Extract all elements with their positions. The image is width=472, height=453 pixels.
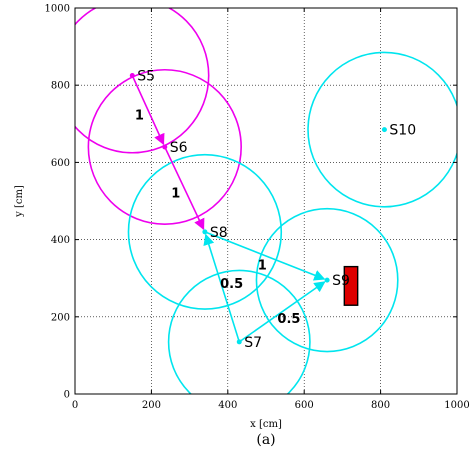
range-circle-s6 — [87, 68, 242, 225]
y-tick-label: 800 — [51, 81, 70, 92]
y-tick-label: 600 — [51, 158, 70, 169]
node-point-s5 — [129, 73, 135, 79]
edge-s5-s6 — [131, 75, 165, 146]
sensor-ranges — [75, 8, 457, 394]
edge-label: 0.5 — [220, 277, 243, 292]
figure-caption: (a) — [256, 432, 275, 448]
node-point-s6 — [162, 144, 168, 150]
edge-s8-s9 — [204, 231, 326, 281]
node-point-s9 — [324, 277, 330, 283]
x-axis-label: x [cm] — [250, 419, 282, 430]
edge-label: 1 — [258, 258, 267, 273]
node-point-s7 — [236, 339, 242, 345]
range-circle-s8 — [127, 153, 283, 310]
node-label-s6: S6 — [170, 140, 188, 156]
edge-s7-s9 — [238, 281, 326, 343]
y-tick-label: 200 — [51, 312, 70, 323]
nodes: S5 S6 S8 S9 S7 S10 — [129, 69, 416, 351]
range-circle-s5 — [75, 8, 210, 154]
edge-s7-s8 — [203, 233, 241, 343]
obstacle-layer — [343, 265, 359, 306]
node-label-s5: S5 — [137, 69, 155, 85]
x-tick-label: 800 — [371, 400, 390, 411]
node-point-s10 — [381, 127, 387, 133]
edge-label: 0.5 — [277, 312, 300, 327]
range-circle-s9 — [255, 207, 399, 353]
node-label-s10: S10 — [389, 123, 416, 139]
y-tick-label: 0 — [64, 390, 70, 401]
edge-label: 1 — [171, 187, 180, 202]
y-tick-label: 1000 — [45, 4, 70, 15]
axis-ticks: 0 200 400 600 800 1000 0 200 400 600 800 1000 — [45, 4, 470, 412]
x-tick-label: 1000 — [444, 400, 469, 411]
node-point-s8 — [202, 229, 208, 235]
x-tick-label: 200 — [142, 400, 161, 411]
grid-lines — [75, 8, 457, 394]
range-circle-s10 — [307, 51, 457, 208]
edges: 1 1 1 0.5 0.5 — [131, 75, 326, 343]
obstacle-block — [343, 265, 359, 306]
range-circle-s7 — [167, 269, 311, 394]
node-label-s7: S7 — [244, 335, 262, 351]
x-tick-label: 0 — [72, 400, 78, 411]
x-tick-label: 600 — [295, 400, 314, 411]
plot-frame — [74, 7, 458, 395]
y-axis-label: y [cm] — [14, 185, 25, 218]
edge-label: 1 — [135, 108, 144, 123]
edge-s6-s8 — [164, 146, 205, 231]
node-label-s9: S9 — [332, 273, 350, 289]
y-tick-label: 400 — [51, 235, 70, 246]
x-tick-label: 400 — [218, 400, 237, 411]
node-label-s8: S8 — [210, 225, 228, 241]
